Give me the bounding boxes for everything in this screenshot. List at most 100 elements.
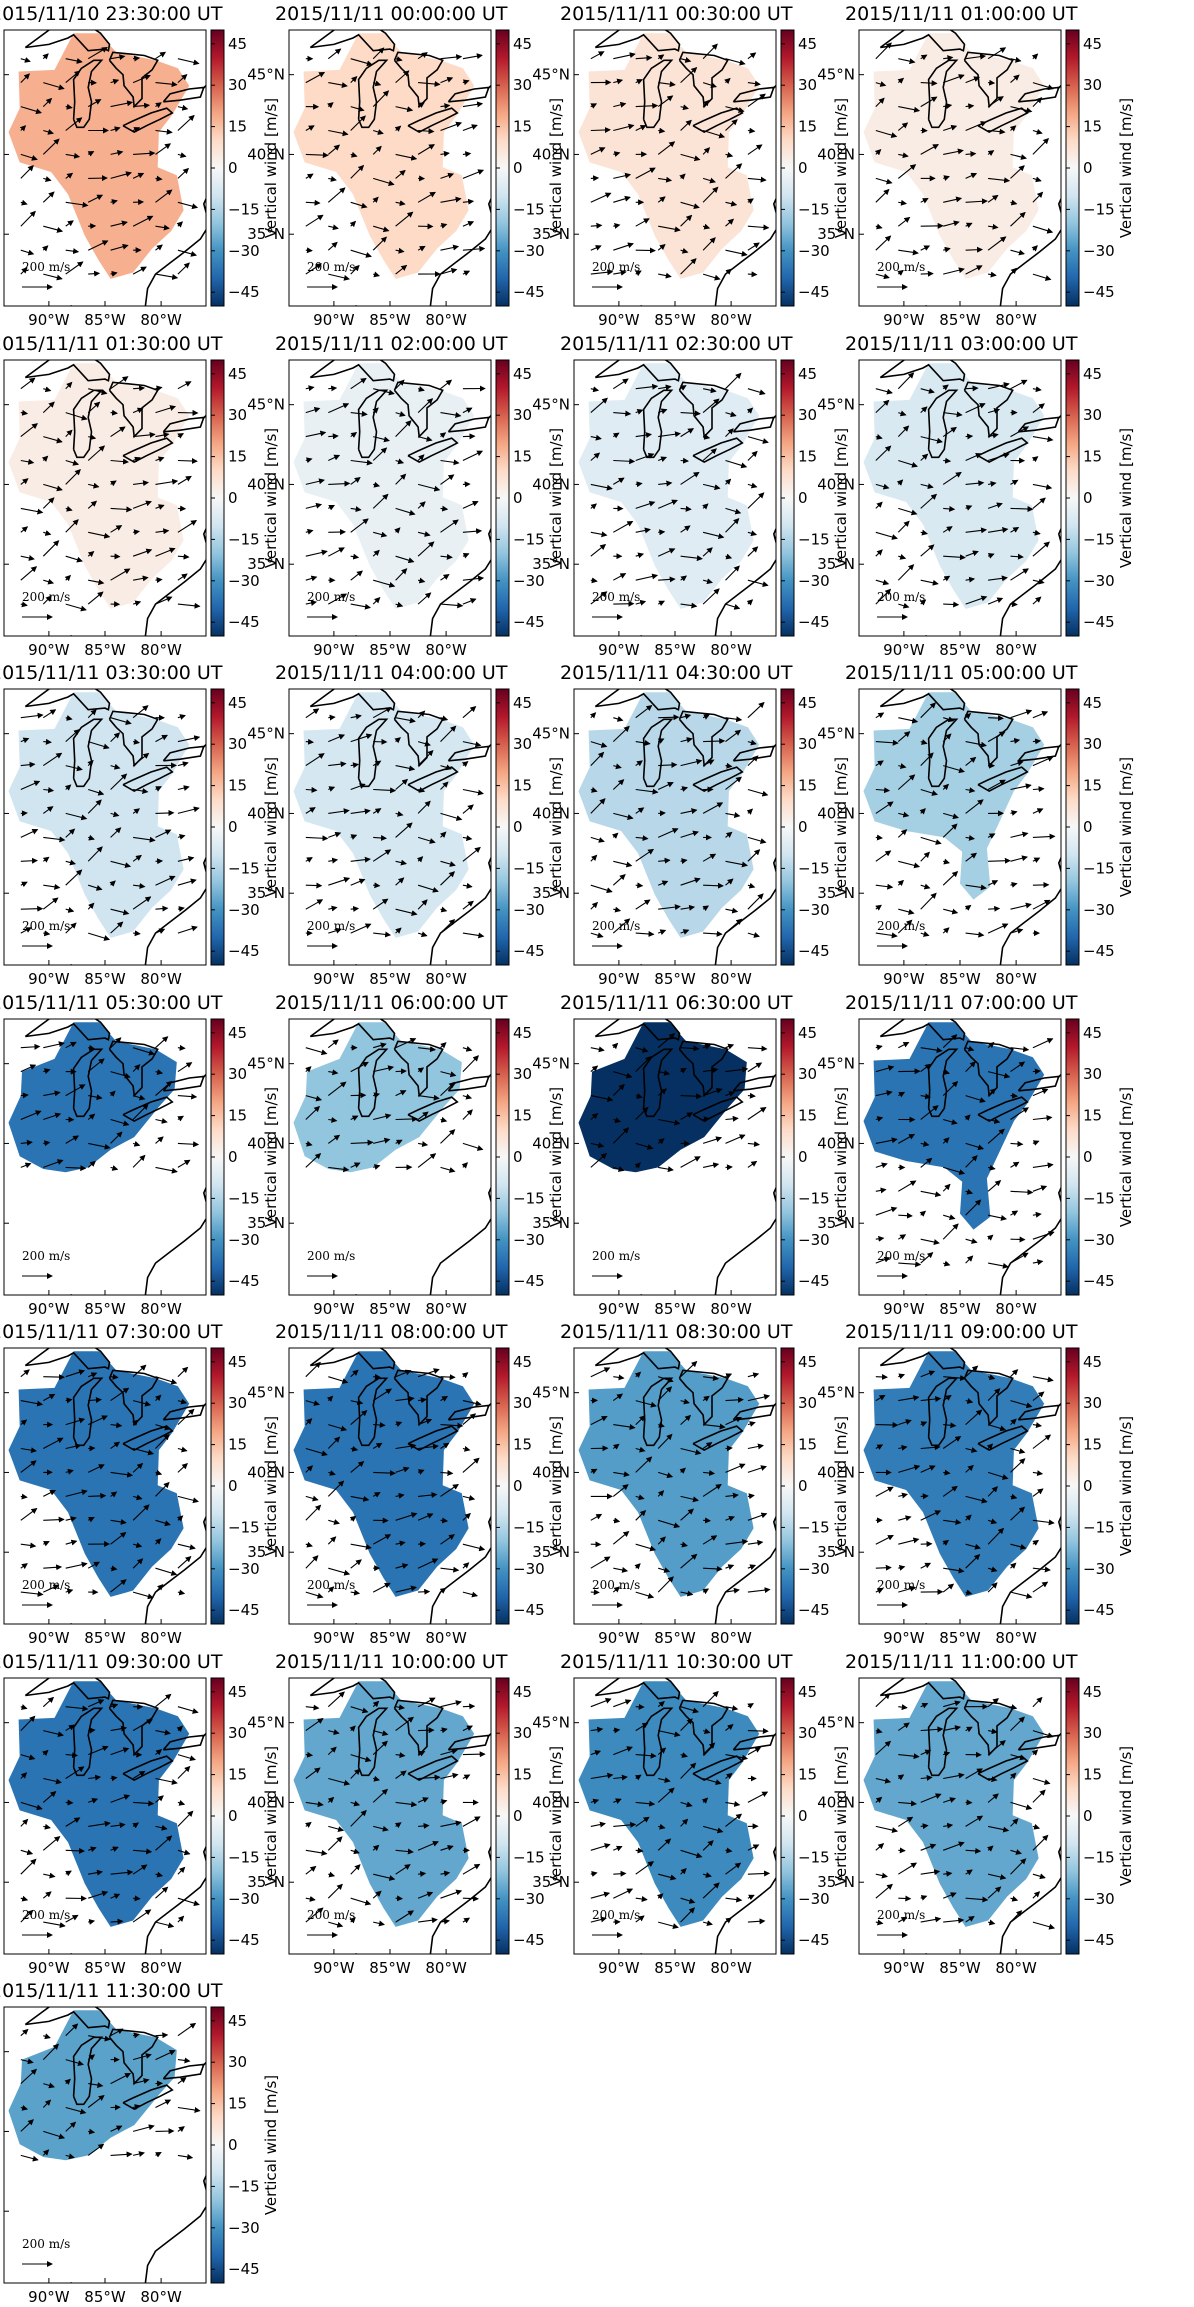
colorbar-tick-label: 30: [513, 406, 532, 424]
panel-svg: 200 m/s 45°N 40°N 35°N 90°W 85°W 80°W 45 30 15 0 −1…: [532, 359, 850, 659]
y-tick-label: 40°N: [247, 1463, 285, 1481]
panel-body: 200 m/s 45°N 40°N 35°N 90°W 85°W 80°W 45 30 15 0 −1…: [247, 1347, 565, 1647]
wind-vector: [42, 97, 53, 107]
colorbar-tick-label: 0: [228, 159, 238, 177]
x-tick-label: 80°W: [140, 970, 182, 988]
wind-vector: [590, 503, 597, 510]
colorbar-tick-label: −45: [513, 1272, 545, 1290]
colorbar-tick-label: 30: [228, 76, 247, 94]
wind-vector: [462, 1895, 479, 1902]
wind-vector: [965, 527, 987, 534]
wind-vector: [943, 220, 960, 227]
colorbar-tick-label: −45: [798, 613, 830, 631]
wind-vector: [350, 377, 367, 390]
wind-vector: [703, 882, 724, 889]
wind-vector: [1009, 125, 1017, 132]
map-contents: [4, 30, 206, 306]
colorbar-tick-label: 45: [513, 1024, 532, 1042]
coastline: [429, 196, 491, 306]
wind-vector: [1010, 1092, 1018, 1099]
wind-vector: [20, 601, 28, 608]
wind-vector: [1031, 456, 1039, 463]
wind-vector: [1031, 53, 1039, 60]
y-tick-label: 40°N: [532, 145, 570, 163]
wind-vector: [350, 477, 361, 485]
colorbar-tick-label: 30: [1083, 406, 1102, 424]
wind-vector: [942, 575, 951, 582]
wind-vector: [177, 104, 189, 111]
vertical-wind-field: [293, 33, 475, 279]
wind-vector: [20, 267, 28, 275]
wind-vector: [155, 577, 163, 584]
wind-vector: [1032, 176, 1042, 183]
wind-vector: [898, 410, 907, 417]
wind-vector: [679, 173, 686, 180]
wind-vector: [680, 104, 689, 111]
wind-vector: [132, 575, 149, 582]
wind-vector: [417, 245, 426, 252]
wind-vector: [462, 450, 483, 461]
colorbar-tick-label: −30: [1083, 242, 1115, 260]
wind-vector: [658, 480, 673, 487]
colorbar-tick-label: 30: [513, 1724, 532, 1742]
wind-vector: [898, 106, 921, 113]
wind-vector: [440, 505, 449, 512]
wind-vector: [590, 434, 602, 441]
wind-vector: [635, 409, 644, 415]
colorbar-tick-label: 0: [228, 2136, 238, 2154]
coastline: [24, 360, 111, 382]
wind-vector: [898, 459, 918, 468]
x-tick-label: 90°W: [313, 311, 355, 329]
wind-vector: [110, 458, 129, 465]
wind-vector: [350, 151, 358, 158]
colorbar-tick-label: −45: [1083, 613, 1115, 631]
wind-vector: [987, 47, 1007, 60]
wind-vector: [943, 55, 954, 62]
wind-vector: [965, 246, 983, 253]
wind-vector: [43, 738, 52, 745]
wind-vector: [177, 458, 198, 465]
colorbar-tick-label: 0: [513, 159, 523, 177]
wind-vector: [42, 53, 49, 60]
colorbar-label: Vertical wind [m/s]: [1117, 98, 1135, 238]
wind-vector: [395, 1068, 407, 1075]
wind-vector: [1032, 497, 1046, 509]
colorbar-tick-label: −30: [798, 1560, 830, 1578]
wind-vector: [725, 106, 745, 113]
wind-vector: [350, 75, 358, 83]
panel-body: 200 m/s 45°N 40°N 35°N 90°W 85°W 80°W 45 30 15 0 −1…: [247, 359, 565, 659]
vector-scale-label: 200 m/s: [592, 590, 640, 604]
wind-vector: [440, 244, 460, 251]
y-tick-label: 40°N: [247, 804, 285, 822]
colorbar-tick-label: 45: [228, 365, 247, 383]
wind-vector: [42, 497, 55, 509]
wind-vector: [746, 599, 754, 606]
wind-vector: [110, 409, 118, 416]
wind-vector: [702, 147, 711, 155]
wind-vector: [395, 1115, 419, 1122]
colorbar-tick-label: 30: [228, 1724, 247, 1742]
wind-vector: [328, 385, 338, 392]
wind-vector: [1032, 191, 1044, 203]
colorbar-tick-label: 15: [1083, 448, 1102, 466]
wind-vector: [657, 600, 665, 607]
wind-vector: [43, 273, 63, 281]
coastline: [692, 107, 744, 134]
wind-vector: [613, 172, 632, 179]
y-tick-label: 40°N: [532, 475, 570, 493]
wind-vector: [65, 70, 81, 84]
wind-vector: [897, 564, 915, 581]
wind-vector: [590, 51, 605, 60]
wind-vector: [635, 500, 656, 509]
wind-vector: [440, 172, 455, 179]
x-tick-label: 90°W: [28, 970, 70, 988]
wind-vector: [590, 397, 608, 414]
wind-vector: [87, 445, 106, 461]
wind-vector: [875, 531, 898, 540]
wind-vector: [395, 211, 414, 227]
x-tick-label: 85°W: [84, 311, 126, 329]
coastline: [642, 59, 674, 129]
x-tick-label: 85°W: [939, 1629, 981, 1647]
wind-vector: [350, 410, 368, 417]
